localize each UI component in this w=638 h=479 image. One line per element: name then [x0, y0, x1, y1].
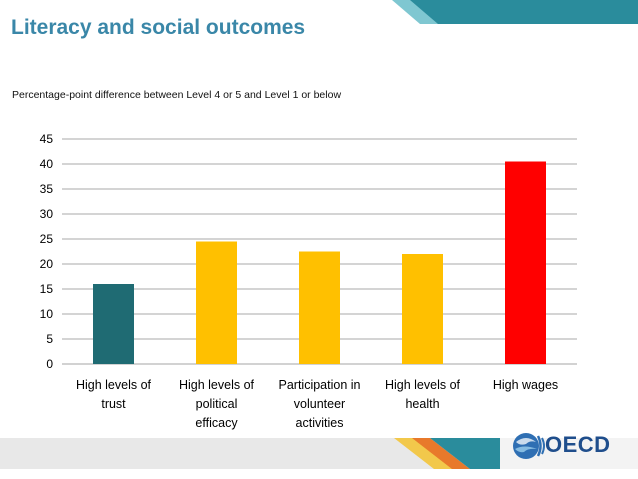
bar — [196, 241, 237, 364]
y-tick-label: 35 — [40, 182, 54, 196]
chart-subtitle: Percentage-point difference between Leve… — [12, 89, 342, 101]
y-tick-label: 15 — [40, 282, 54, 296]
bar — [505, 161, 546, 364]
bar — [402, 254, 443, 364]
y-tick-label: 30 — [40, 207, 54, 221]
y-tick-label: 25 — [40, 232, 54, 246]
y-tick-label: 20 — [40, 257, 54, 271]
y-axis-ticks: 0 5 10 15 20 25 30 35 40 45 — [40, 132, 54, 371]
bar — [93, 284, 134, 364]
y-tick-label: 0 — [46, 357, 53, 371]
y-tick-label: 40 — [40, 157, 54, 171]
banner-orange-stripe — [408, 438, 470, 469]
oecd-globe-icon — [513, 433, 545, 459]
y-tick-label: 10 — [40, 307, 54, 321]
banner-yellow-stripe — [394, 438, 452, 469]
x-category-label: High levels of health — [385, 378, 461, 411]
x-category-label: High wages — [493, 378, 558, 392]
x-category-label: Participation in volunteer activities — [279, 378, 361, 430]
banner-teal-band — [410, 0, 638, 24]
oecd-logo-text: OECD — [545, 432, 611, 457]
bars — [93, 161, 546, 364]
x-axis-labels: High levels of trust High levels of politic… — [76, 378, 558, 430]
y-tick-label: 5 — [46, 332, 53, 346]
top-banner — [392, 0, 638, 24]
bar — [299, 251, 340, 364]
x-category-label: High levels of political efficacy — [179, 378, 255, 430]
y-tick-label: 45 — [40, 132, 54, 146]
x-category-label: High levels of trust — [76, 378, 152, 411]
slide-title: Literacy and social outcomes — [11, 16, 306, 39]
